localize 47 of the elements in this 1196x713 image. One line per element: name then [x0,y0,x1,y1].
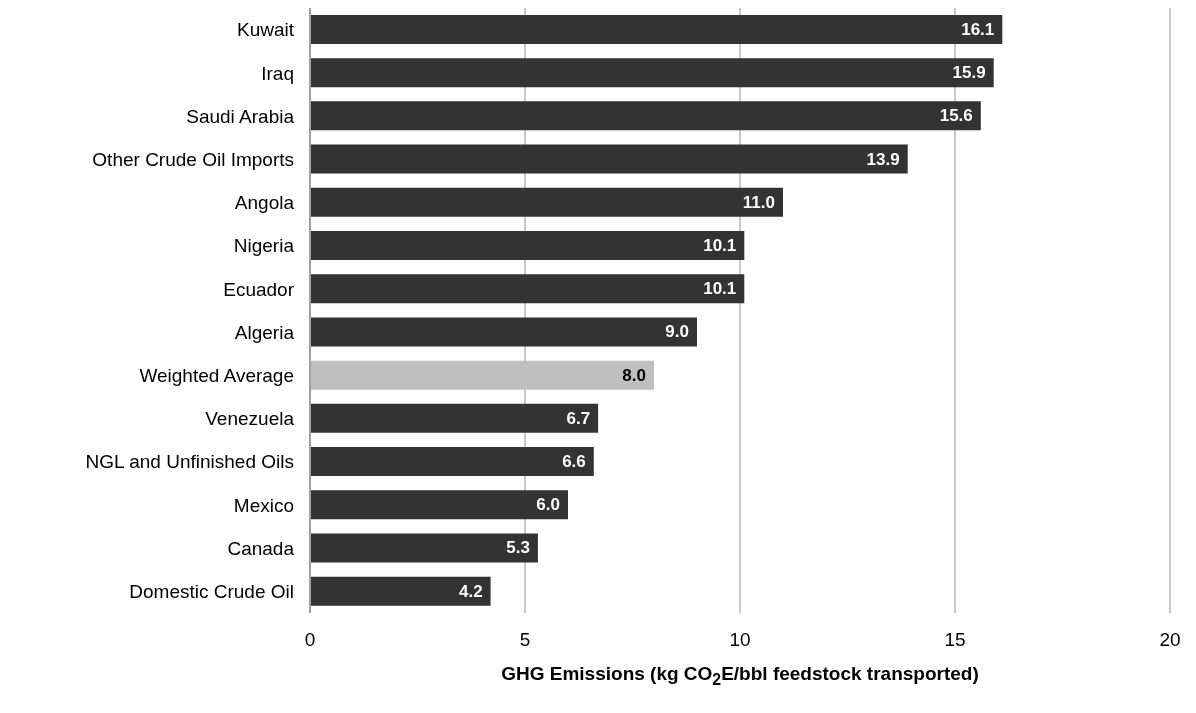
bar [310,230,745,260]
data-label: 13.9 [866,149,900,169]
y-tick-label: Kuwait [236,19,295,41]
bar [310,447,594,477]
data-label: 15.6 [939,106,973,126]
x-tick-label: 5 [519,629,531,651]
data-label: 10.1 [703,279,737,299]
bar [310,403,599,433]
x-axis-title: GHG Emissions (kg CO$_{2}$E/bbl feedstock transported) [500,663,980,689]
x-tick-label: 20 [1159,629,1181,651]
y-tick-label: Weighted Average [139,365,294,387]
y-tick-label: Domestic Crude Oil [129,581,294,603]
data-label: 15.9 [952,63,986,83]
y-tick-label: Other Crude Oil Imports [92,148,294,170]
data-label: 6.0 [536,495,560,515]
bar [310,14,1003,44]
data-label: 8.0 [622,365,646,385]
y-tick-label: Angola [234,192,295,214]
x-tick-label: 0 [304,629,316,651]
data-label: 9.0 [665,322,689,342]
y-tick-label: Nigeria [233,235,295,257]
bar [310,533,538,563]
x-tick-label: 15 [944,629,966,651]
bar [310,576,491,606]
bar [310,274,745,304]
y-tick-label: Algeria [234,321,295,343]
y-tick-label: Canada [227,537,295,559]
data-label: 16.1 [961,19,995,39]
data-label: 4.2 [458,581,483,601]
bar [310,317,697,347]
bar [310,187,783,217]
y-tick-label: Saudi Arabia [186,105,295,127]
y-tick-label: Ecuador [223,278,295,300]
y-tick-label: Venezuela [205,408,295,430]
x-tick-label: 10 [729,629,751,651]
y-tick-label: NGL and Unfinished Oils [85,451,294,473]
data-label: 5.3 [506,538,530,558]
data-label: 6.7 [566,408,591,428]
bar [310,58,994,88]
data-label: 6.6 [562,452,586,472]
data-label: 10.1 [703,235,737,255]
bar [310,490,568,520]
data-label: 11.0 [742,192,775,212]
y-tick-label: Iraq [261,62,294,84]
bar [310,101,981,131]
y-tick-label: Mexico [233,494,294,516]
bar [310,144,908,174]
